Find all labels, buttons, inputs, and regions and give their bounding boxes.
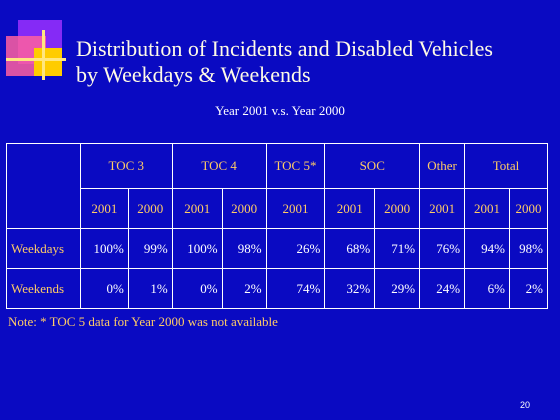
page-number: 20	[519, 400, 530, 410]
year-row: 2001 2000 2001 2000 2001 2001 2000 2001 2001 2000	[7, 188, 549, 229]
cell: 29%	[374, 268, 421, 309]
title: Distribution of Incidents and Disabled V…	[76, 36, 493, 88]
year-header: 2001	[79, 188, 129, 229]
cell: 76%	[419, 228, 466, 269]
data-row: Weekdays 100% 99% 100% 98% 26% 68% 71% 76% 94% 98%	[6, 228, 549, 269]
data-row: Weekends 0% 1% 0% 2% 74% 32% 29% 24% 6% 2%	[6, 268, 549, 309]
logo-square	[34, 48, 62, 76]
group-header: SOC	[324, 143, 421, 189]
group-header: TOC 5*	[265, 143, 326, 189]
cell: 100%	[79, 228, 129, 269]
cell: 99%	[127, 228, 173, 269]
group-header: TOC 3	[79, 143, 173, 189]
data-table: TOC 3 TOC 4 TOC 5* SOC Other Total 2001 2…	[6, 143, 549, 309]
cell: 0%	[79, 268, 129, 309]
corner-cell	[6, 143, 81, 229]
year-header: 2001	[324, 188, 376, 229]
year-header: 2001	[419, 188, 466, 229]
cell: 6%	[464, 268, 510, 309]
year-header: 2000	[374, 188, 421, 229]
cell: 26%	[265, 228, 326, 269]
year-header: 2001	[464, 188, 510, 229]
cell: 2%	[221, 268, 267, 309]
cell: 98%	[221, 228, 267, 269]
year-header: 2001	[171, 188, 223, 229]
year-header: 2001	[265, 188, 326, 229]
logo	[6, 20, 66, 80]
logo-line	[42, 30, 45, 80]
cell: 32%	[324, 268, 376, 309]
subtitle: Year 2001 v.s. Year 2000	[215, 103, 345, 118]
row-label: Weekdays	[6, 228, 81, 269]
year-header: 2000	[221, 188, 267, 229]
note: Note: * TOC 5 data for Year 2000 was not…	[8, 314, 278, 329]
cell: 24%	[419, 268, 466, 309]
row-label: Weekends	[6, 268, 81, 309]
group-header: TOC 4	[171, 143, 267, 189]
cell: 98%	[508, 228, 549, 269]
logo-line	[6, 58, 66, 61]
cell: 1%	[127, 268, 173, 309]
cell: 74%	[265, 268, 326, 309]
title-line: Distribution of Incidents and Disabled V…	[76, 36, 493, 61]
group-header: Total	[464, 143, 548, 189]
cell: 2%	[508, 268, 549, 309]
title-line: by Weekdays & Weekends	[76, 62, 311, 87]
group-header: Other	[419, 143, 466, 189]
year-header: 2000	[508, 188, 549, 229]
cell: 68%	[324, 228, 376, 269]
cell: 94%	[464, 228, 510, 269]
cell: 71%	[374, 228, 421, 269]
group-row: TOC 3 TOC 4 TOC 5* SOC Other Total	[6, 143, 548, 229]
year-header: 2000	[127, 188, 173, 229]
cell: 0%	[171, 268, 223, 309]
cell: 100%	[171, 228, 223, 269]
